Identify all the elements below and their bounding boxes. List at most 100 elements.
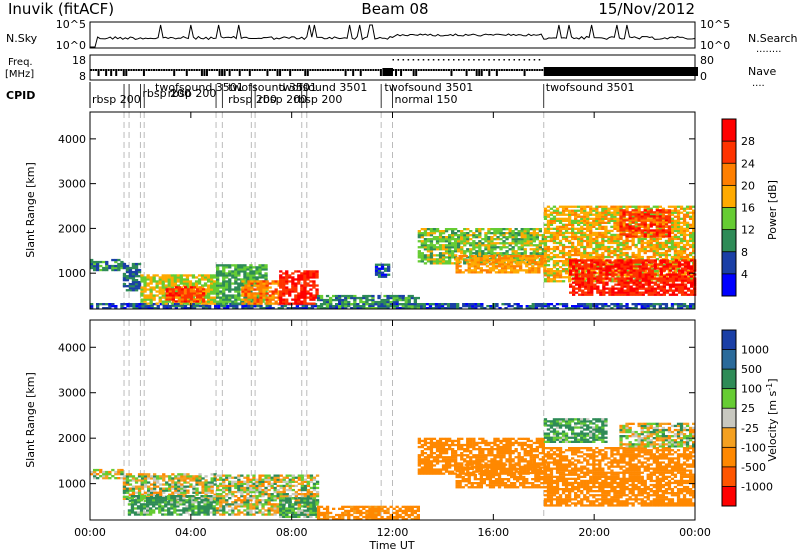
heat-cell-13 (653, 289, 657, 292)
heat-cell-11 (516, 255, 520, 258)
heat-cell-1 (105, 307, 109, 310)
heat-cell-14 (649, 219, 653, 222)
heat-cell-13 (659, 273, 663, 276)
heat-cell-10 (502, 236, 506, 239)
heat-cell-10 (423, 262, 428, 265)
heat-cell-12 (670, 247, 675, 251)
heat-cell-13 (596, 285, 600, 288)
heat-cell-0 (114, 268, 118, 272)
freq-point (268, 69, 271, 71)
heat-cell-1 (646, 307, 650, 310)
heat-cell-4 (183, 294, 188, 297)
heat-cell-13 (593, 271, 597, 274)
heat-cell-12 (619, 205, 623, 208)
heat-cell-12 (601, 221, 605, 224)
heat-cell-12 (631, 264, 635, 267)
heat-cell-5 (222, 284, 226, 287)
heat-cell-12 (652, 245, 656, 249)
heat-cell-12 (640, 258, 644, 261)
heat-cell-10 (435, 236, 440, 239)
heat-cell-12 (625, 205, 629, 208)
heat-cell-13 (587, 275, 591, 278)
heat-cell-1 (640, 303, 644, 306)
heat-cell-0 (96, 264, 100, 268)
heat-cell-3 (188, 274, 193, 277)
heat-cell-13 (671, 261, 676, 264)
freq-point (142, 69, 145, 76)
heat-cell-5 (216, 294, 220, 297)
heat-cell-13 (587, 281, 591, 284)
heat-cell-12 (601, 258, 605, 261)
heat-cell-8 (407, 307, 411, 310)
heat-cell-5 (258, 272, 262, 275)
heat-cell-7 (294, 294, 298, 297)
heat-cell-1 (90, 307, 94, 310)
heat-cell-12 (598, 235, 602, 239)
heat-cell-5 (234, 302, 238, 305)
freq-point (450, 69, 453, 76)
heat-cell-1 (453, 305, 457, 308)
heat-cell-5 (231, 288, 235, 291)
heat-cell-12 (670, 260, 675, 263)
heat-cell-12 (604, 249, 608, 253)
heat-cell-10 (463, 232, 467, 235)
heat-cell-1 (223, 307, 227, 310)
heat-cell-13 (690, 279, 694, 282)
heat-cell-13 (623, 271, 627, 274)
cpid-label: CPID (6, 89, 35, 102)
heat-cell-7 (288, 274, 292, 277)
heat-cell-12 (592, 247, 596, 251)
heat-cell-14 (655, 209, 659, 212)
heat-cell-10 (487, 246, 491, 249)
heat-cell-12 (634, 243, 638, 247)
heat-cell-12 (583, 205, 587, 208)
heat-cell-10 (487, 238, 491, 241)
heat-cell-12 (580, 207, 584, 210)
heat-cell-12 (586, 268, 590, 271)
heat-cell-8 (316, 307, 321, 310)
heat-cell-1 (549, 307, 554, 310)
freq-point (105, 69, 108, 76)
heat-cell-13 (596, 275, 600, 278)
heat-cell-12 (577, 251, 581, 255)
freq-point (505, 69, 508, 71)
heat-cell-7 (294, 288, 298, 291)
heat-cell-3 (197, 282, 202, 285)
freq-point (533, 69, 536, 71)
heat-cell-13 (626, 281, 630, 284)
heat-cell-5 (225, 282, 229, 285)
heat-cell-12 (637, 251, 641, 255)
heat-cell-14 (661, 221, 665, 224)
heat-cell-1 (543, 305, 547, 308)
freq-block (571, 67, 575, 76)
freq-block (546, 67, 550, 76)
heat-cell-11 (503, 255, 508, 258)
heat-cell-10 (472, 236, 476, 239)
heat-cell-12 (682, 255, 687, 259)
heat-cell-12 (568, 223, 572, 226)
heat-cell-10 (435, 246, 440, 249)
heat-cell-8 (416, 296, 420, 300)
heat-cell-12 (595, 205, 599, 208)
heat-cell-3 (170, 280, 174, 283)
heat-cell-12 (667, 237, 672, 241)
heat-cell-14 (655, 219, 659, 222)
heat-cell-13 (626, 261, 630, 264)
heat-cell-8 (401, 296, 405, 300)
heat-cell-12 (610, 278, 614, 281)
heat-cell-3 (158, 278, 162, 281)
heat-cell-3 (176, 276, 180, 279)
heat-cell-10 (432, 258, 437, 261)
heat-cell-8 (383, 305, 387, 308)
heat-cell-12 (580, 253, 584, 257)
heat-cell-14 (661, 209, 665, 212)
heat-cell-10 (523, 228, 527, 231)
heat-cell-6 (271, 282, 275, 285)
heat-cell-13 (617, 263, 621, 266)
heat-cell-1 (434, 303, 439, 306)
heat-cell-12 (604, 233, 608, 237)
heat-cell-13 (629, 263, 633, 266)
heat-cell-12 (580, 255, 584, 259)
heat-cell-11 (537, 271, 541, 274)
heat-cell-7 (303, 274, 307, 277)
